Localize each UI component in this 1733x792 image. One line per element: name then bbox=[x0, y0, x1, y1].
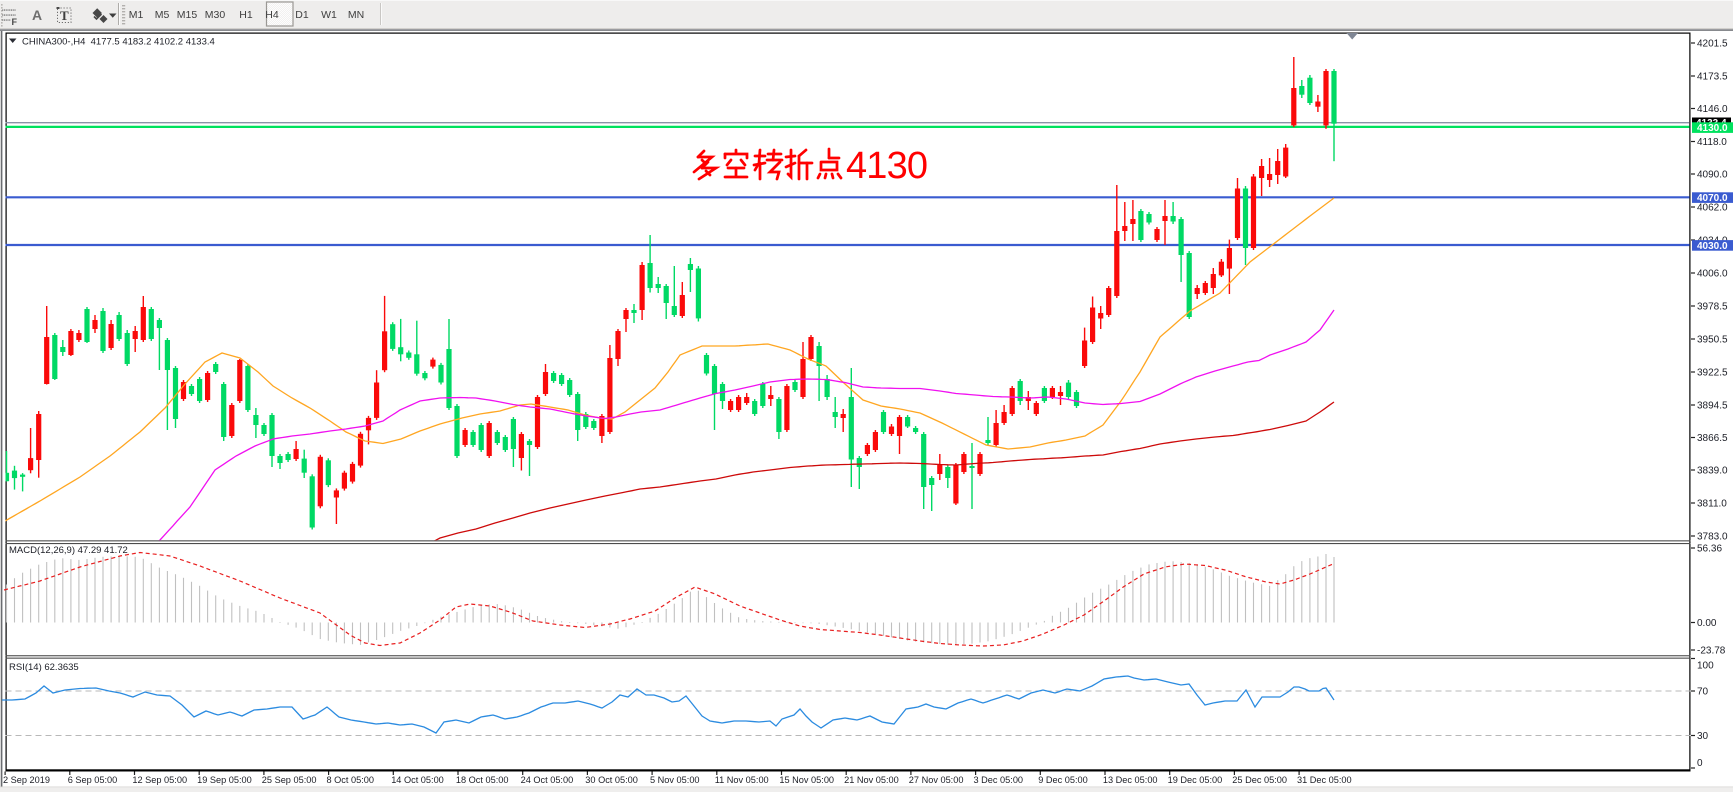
svg-text:4130: 4130 bbox=[846, 145, 928, 187]
svg-text:M5: M5 bbox=[155, 9, 170, 21]
svg-text:H1: H1 bbox=[239, 9, 253, 21]
svg-text:12 Sep 05:00: 12 Sep 05:00 bbox=[132, 775, 187, 785]
svg-text:19 Dec 05:00: 19 Dec 05:00 bbox=[1168, 775, 1223, 785]
svg-text:21 Nov 05:00: 21 Nov 05:00 bbox=[844, 775, 899, 785]
svg-text:70: 70 bbox=[1697, 687, 1709, 698]
svg-text:4030.0: 4030.0 bbox=[1697, 241, 1728, 252]
svg-text:25 Sep 05:00: 25 Sep 05:00 bbox=[262, 775, 317, 785]
svg-text:RSI(14) 62.3635: RSI(14) 62.3635 bbox=[9, 662, 79, 673]
svg-text:19 Sep 05:00: 19 Sep 05:00 bbox=[197, 775, 252, 785]
svg-text:3894.5: 3894.5 bbox=[1697, 401, 1728, 412]
svg-text:H4: H4 bbox=[265, 9, 279, 21]
svg-text:4070.0: 4070.0 bbox=[1697, 193, 1728, 204]
svg-text:56.36: 56.36 bbox=[1697, 544, 1722, 555]
svg-text:A: A bbox=[32, 7, 42, 23]
svg-text:9 Dec 05:00: 9 Dec 05:00 bbox=[1038, 775, 1088, 785]
svg-text:F: F bbox=[12, 17, 18, 27]
svg-text:MACD(12,26,9) 47.29 41.72: MACD(12,26,9) 47.29 41.72 bbox=[9, 545, 128, 556]
svg-text:13 Dec 05:00: 13 Dec 05:00 bbox=[1103, 775, 1158, 785]
svg-text:MN: MN bbox=[348, 9, 364, 21]
svg-text:M1: M1 bbox=[129, 9, 144, 21]
svg-text:4146.0: 4146.0 bbox=[1697, 104, 1728, 115]
svg-text:4201.5: 4201.5 bbox=[1697, 39, 1728, 50]
svg-text:-23.78: -23.78 bbox=[1697, 646, 1726, 657]
svg-text:3866.5: 3866.5 bbox=[1697, 433, 1728, 444]
svg-text:5 Nov 05:00: 5 Nov 05:00 bbox=[650, 775, 700, 785]
svg-text:11 Nov 05:00: 11 Nov 05:00 bbox=[715, 775, 769, 785]
svg-text:31 Dec 05:00: 31 Dec 05:00 bbox=[1297, 775, 1352, 785]
svg-text:D1: D1 bbox=[295, 9, 309, 21]
svg-text:W1: W1 bbox=[321, 9, 337, 21]
svg-text:4130.0: 4130.0 bbox=[1697, 123, 1728, 134]
svg-text:3811.0: 3811.0 bbox=[1697, 499, 1727, 510]
svg-text:8 Oct 05:00: 8 Oct 05:00 bbox=[327, 775, 375, 785]
svg-text:100: 100 bbox=[1697, 661, 1714, 672]
svg-text:3922.5: 3922.5 bbox=[1697, 368, 1728, 379]
svg-text:T: T bbox=[60, 8, 69, 23]
svg-text:2 Sep 2019: 2 Sep 2019 bbox=[3, 775, 50, 785]
svg-text:6 Sep 05:00: 6 Sep 05:00 bbox=[68, 775, 118, 785]
svg-text:24 Oct 05:00: 24 Oct 05:00 bbox=[521, 775, 574, 785]
svg-text:15 Nov 05:00: 15 Nov 05:00 bbox=[779, 775, 834, 785]
svg-text:4090.0: 4090.0 bbox=[1697, 170, 1728, 181]
svg-text:M15: M15 bbox=[177, 9, 198, 21]
svg-text:25 Dec 05:00: 25 Dec 05:00 bbox=[1232, 775, 1287, 785]
svg-text:4118.0: 4118.0 bbox=[1697, 137, 1727, 148]
svg-text:30 Oct 05:00: 30 Oct 05:00 bbox=[585, 775, 638, 785]
svg-text:30: 30 bbox=[1697, 731, 1709, 742]
svg-text:0.00: 0.00 bbox=[1697, 618, 1717, 629]
svg-text:14 Oct 05:00: 14 Oct 05:00 bbox=[391, 775, 444, 785]
svg-text:4173.5: 4173.5 bbox=[1697, 72, 1728, 83]
svg-text:0: 0 bbox=[1697, 758, 1703, 769]
svg-text:18 Oct 05:00: 18 Oct 05:00 bbox=[456, 775, 509, 785]
svg-text:M30: M30 bbox=[205, 9, 226, 21]
svg-text:4006.0: 4006.0 bbox=[1697, 269, 1728, 280]
svg-text:3839.0: 3839.0 bbox=[1697, 466, 1728, 477]
svg-text:4062.0: 4062.0 bbox=[1697, 203, 1728, 214]
svg-text:3978.5: 3978.5 bbox=[1697, 302, 1728, 313]
svg-text:3783.0: 3783.0 bbox=[1697, 532, 1728, 543]
svg-text:27 Nov 05:00: 27 Nov 05:00 bbox=[909, 775, 964, 785]
svg-text:CHINA300-,H4 4177.5 4183.2 41: CHINA300-,H4 4177.5 4183.2 4102.2 4133.4 bbox=[22, 37, 215, 48]
svg-text:3950.5: 3950.5 bbox=[1697, 335, 1728, 346]
svg-text:3 Dec 05:00: 3 Dec 05:00 bbox=[974, 775, 1024, 785]
